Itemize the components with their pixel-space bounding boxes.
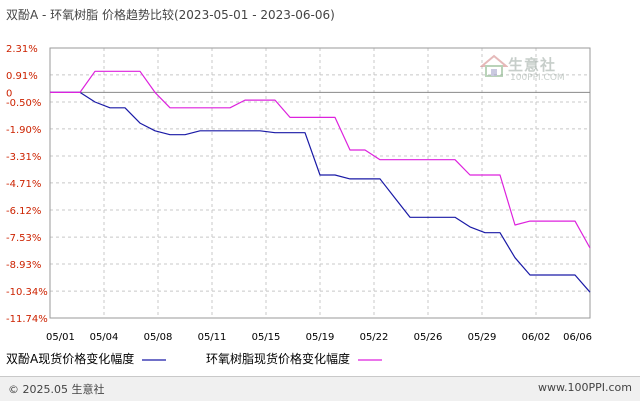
y-tick-label: -0.50% xyxy=(6,98,41,109)
watermark-name: 生意社 xyxy=(508,56,557,74)
chart-title: 双酚A - 环氧树脂 价格趋势比较(2023-05-01 - 2023-06-0… xyxy=(6,8,335,22)
y-tick-label: -3.31% xyxy=(6,152,41,163)
y-tick-label: -6.12% xyxy=(6,206,41,217)
footer-url-link[interactable]: www.100PPI.com xyxy=(538,381,632,394)
legend-item-epoxy-resin: 环氧树脂现货价格变化幅度 xyxy=(206,350,382,367)
y-tick-label: -7.53% xyxy=(6,233,41,244)
footer-copyright: © 2025.05 生意社 xyxy=(8,383,105,396)
x-axis-ticks: 05/01 05/04 05/08 05/11 05/15 05/19 05/22 05/26… xyxy=(46,332,592,343)
watermark-url: 100PPI.COM xyxy=(510,73,565,83)
legend-label: 双酚A现货价格变化幅度 xyxy=(6,352,135,366)
x-tick-label: 05/04 xyxy=(90,332,119,343)
legend-item-bisphenol-a: 双酚A现货价格变化幅度 xyxy=(6,350,167,367)
series-line-0 xyxy=(50,91,591,293)
y-tick-label: -8.93% xyxy=(6,260,41,271)
house-logo-icon xyxy=(480,54,508,77)
x-tick-label: 05/15 xyxy=(252,332,281,343)
y-tick-label: -4.71% xyxy=(6,179,41,190)
footer-bar: © 2025.05 生意社 www.100PPI.com xyxy=(0,376,640,401)
plot-frame xyxy=(49,47,591,319)
y-tick-label: -10.34% xyxy=(6,287,48,298)
legend-label: 环氧树脂现货价格变化幅度 xyxy=(206,352,351,366)
x-tick-label: 06/02 xyxy=(522,332,551,343)
series-line-1 xyxy=(50,70,591,249)
y-tick-label: 2.31% xyxy=(6,44,38,55)
grid-lines xyxy=(50,47,590,319)
x-tick-label: 05/08 xyxy=(144,332,173,343)
x-tick-label: 06/06 xyxy=(563,332,592,343)
x-tick-label: 05/29 xyxy=(468,332,497,343)
x-tick-label: 05/11 xyxy=(198,332,227,343)
y-tick-label: 0.91% xyxy=(6,71,38,82)
x-tick-label: 05/26 xyxy=(414,332,443,343)
y-tick-label: -1.90% xyxy=(6,125,41,136)
x-tick-label: 05/01 xyxy=(46,332,75,343)
legend-swatch-icon xyxy=(357,358,382,361)
x-tick-label: 05/19 xyxy=(306,332,335,343)
y-axis-ticks: 2.31% 0.91% 0-0.50% -1.90% -3.31% -4.71% -6.12… xyxy=(6,44,48,325)
series-lines xyxy=(50,70,591,293)
y-tick-label: 0 xyxy=(6,88,12,99)
legend-swatch-icon xyxy=(142,358,167,361)
y-tick-label: -11.74% xyxy=(6,314,48,325)
x-tick-label: 05/22 xyxy=(360,332,389,343)
